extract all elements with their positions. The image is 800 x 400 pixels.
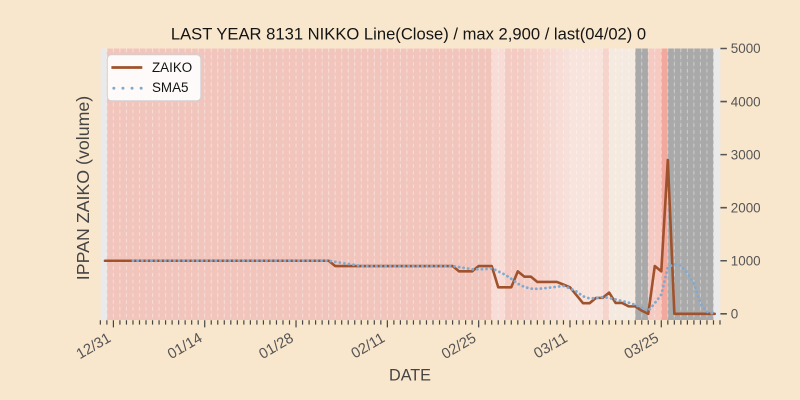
svg-text:3000: 3000: [731, 147, 761, 162]
svg-text:0: 0: [731, 307, 738, 322]
svg-text:SMA5: SMA5: [152, 80, 188, 95]
svg-text:1000: 1000: [731, 253, 761, 268]
svg-text:4000: 4000: [731, 94, 761, 109]
svg-text:IPPAN ZAIKO (volume): IPPAN ZAIKO (volume): [73, 96, 93, 280]
svg-text:DATE: DATE: [389, 367, 431, 385]
svg-text:2000: 2000: [731, 200, 761, 215]
svg-text:LAST YEAR 8131 NIKKO Line(Clos: LAST YEAR 8131 NIKKO Line(Close) / max 2…: [171, 24, 646, 43]
svg-text:5000: 5000: [731, 41, 761, 56]
svg-text:ZAIKO: ZAIKO: [152, 60, 192, 75]
